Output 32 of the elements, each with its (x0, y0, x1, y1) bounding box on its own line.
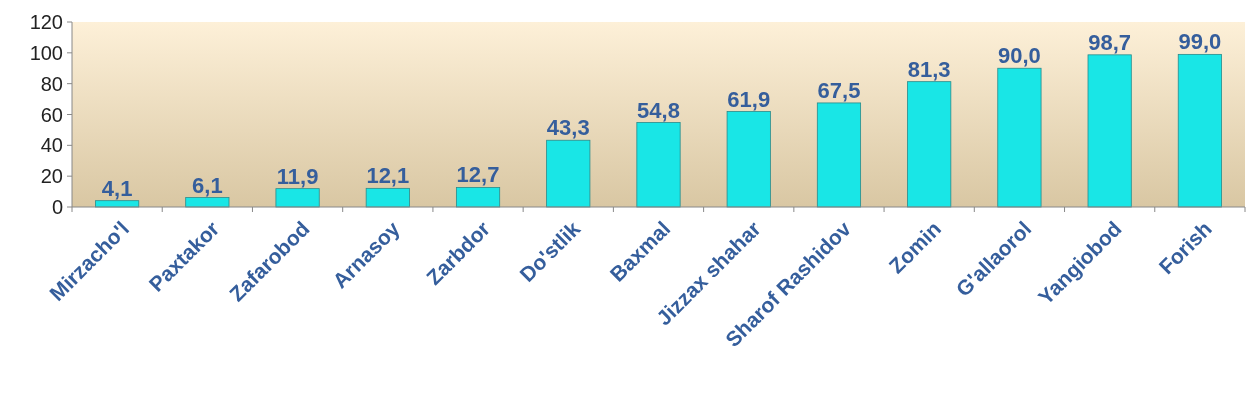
bar (185, 197, 230, 208)
data-label: 11,9 (276, 163, 319, 189)
data-label: 81,3 (907, 56, 951, 82)
bar (1177, 53, 1222, 208)
y-tick-label: 20 (40, 165, 63, 188)
bar (1087, 54, 1132, 208)
data-label: 61,9 (727, 86, 771, 112)
y-tick-label: 0 (51, 196, 63, 218)
data-label: 4,1 (101, 175, 133, 201)
bar (636, 122, 681, 208)
data-label: 43,3 (546, 115, 590, 141)
bar (726, 111, 771, 208)
data-label: 6,1 (192, 172, 223, 198)
data-label: 12,1 (366, 163, 410, 189)
data-label: 12,7 (456, 162, 500, 188)
y-tick-label: 120 (29, 11, 63, 33)
data-label: 67,5 (817, 77, 861, 103)
y-tick-label: 60 (40, 103, 63, 126)
y-tick-label: 100 (29, 41, 63, 64)
data-label: 99,0 (1178, 29, 1222, 55)
bar (455, 187, 501, 208)
bar (365, 187, 410, 208)
bar (907, 81, 952, 208)
y-tick-label: 80 (40, 72, 63, 95)
y-tick-label: 40 (40, 134, 63, 157)
bar (816, 102, 862, 208)
bar (997, 67, 1042, 208)
bar (275, 188, 320, 208)
data-label: 98,7 (1088, 29, 1132, 55)
data-label: 90,0 (998, 43, 1041, 69)
data-label: 54,8 (637, 97, 680, 123)
bar (546, 139, 591, 208)
